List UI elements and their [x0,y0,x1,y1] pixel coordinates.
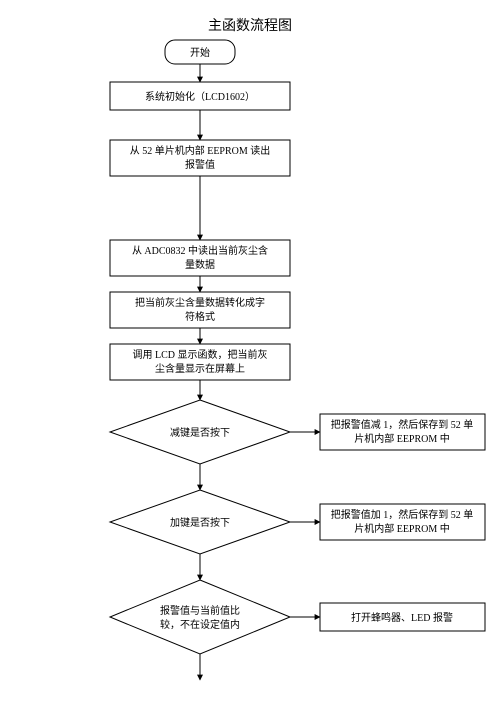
adc-label-2: 量数据 [185,258,215,271]
display-label-1: 调用 LCD 显示函数，把当前灰 [133,348,268,361]
dec-action-label-2: 片机内部 EEPROM 中 [354,432,450,445]
display-label-2: 尘含量显示在屏幕上 [155,362,245,375]
convert-label-2: 符格式 [185,310,215,323]
start-node: 开始 [165,40,235,64]
eeprom-label-1: 从 52 单片机内部 EEPROM 读出 [130,144,271,157]
init-node: 系统初始化（LCD1602） [110,82,290,110]
convert-node: 把当前灰尘含量数据转化成字 符格式 [110,292,290,328]
inc-action-label-2: 片机内部 EEPROM 中 [354,522,450,535]
adc-node: 从 ADC0832 中读出当前灰尘含 量数据 [110,240,290,276]
compare-label-2: 较，不在设定值内 [160,618,240,631]
display-node: 调用 LCD 显示函数，把当前灰 尘含量显示在屏幕上 [110,344,290,380]
inc-action-label-1: 把报警值加 1，然后保存到 52 单 [331,508,474,521]
eeprom-label-2: 报警值 [185,158,215,171]
convert-label-1: 把当前灰尘含量数据转化成字 [135,296,265,309]
inc-key-label: 加键是否按下 [170,516,230,529]
inc-action-node: 把报警值加 1，然后保存到 52 单 片机内部 EEPROM 中 [320,504,485,540]
dec-key-node: 减键是否按下 [110,400,290,464]
eeprom-node: 从 52 单片机内部 EEPROM 读出 报警值 [110,140,290,176]
start-label: 开始 [190,46,210,59]
compare-node: 报警值与当前值比 较，不在设定值内 [110,580,290,654]
page-title: 主函数流程图 [208,18,292,34]
inc-key-node: 加键是否按下 [110,490,290,554]
init-label: 系统初始化（LCD1602） [145,90,255,103]
alarm-label: 打开蜂鸣器、LED 报警 [351,611,453,624]
adc-label-1: 从 ADC0832 中读出当前灰尘含 [132,244,268,257]
alarm-node: 打开蜂鸣器、LED 报警 [320,603,485,631]
dec-action-label-1: 把报警值减 1，然后保存到 52 单 [331,418,474,431]
compare-label-1: 报警值与当前值比 [160,604,240,617]
dec-key-label: 减键是否按下 [170,426,230,439]
dec-action-node: 把报警值减 1，然后保存到 52 单 片机内部 EEPROM 中 [320,414,485,450]
